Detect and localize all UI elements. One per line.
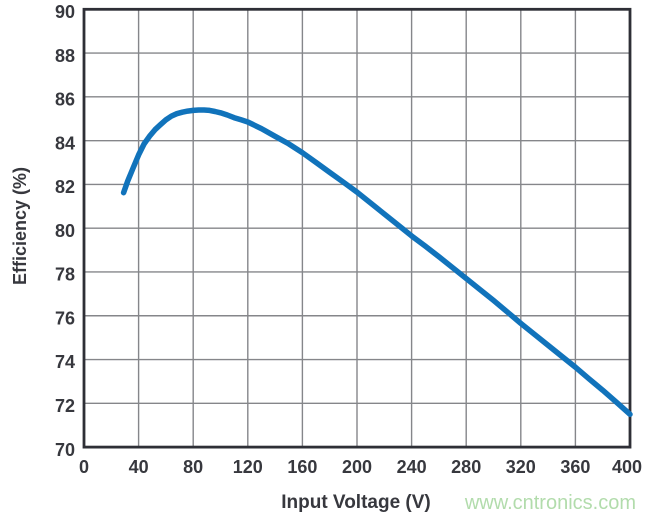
svg-text:88: 88 <box>55 46 75 66</box>
svg-text:80: 80 <box>55 221 75 241</box>
svg-text:200: 200 <box>342 457 372 477</box>
svg-text:40: 40 <box>129 457 149 477</box>
svg-text:90: 90 <box>55 2 75 22</box>
svg-text:76: 76 <box>55 309 75 329</box>
svg-text:320: 320 <box>506 457 536 477</box>
svg-text:82: 82 <box>55 177 75 197</box>
svg-text:74: 74 <box>55 352 75 372</box>
svg-text:Input Voltage (V): Input Voltage (V) <box>281 492 431 513</box>
svg-text:84: 84 <box>55 133 75 153</box>
svg-text:www.cntronics.com: www.cntronics.com <box>464 492 636 514</box>
svg-text:360: 360 <box>560 457 590 477</box>
svg-text:72: 72 <box>55 396 75 416</box>
svg-text:80: 80 <box>183 457 203 477</box>
svg-text:86: 86 <box>55 90 75 110</box>
svg-text:400: 400 <box>612 457 642 477</box>
svg-text:280: 280 <box>451 457 481 477</box>
svg-text:Efficiency (%): Efficiency (%) <box>10 167 30 285</box>
svg-text:70: 70 <box>55 440 75 460</box>
svg-text:120: 120 <box>233 457 263 477</box>
svg-text:240: 240 <box>397 457 427 477</box>
svg-text:160: 160 <box>287 457 317 477</box>
svg-text:78: 78 <box>55 265 75 285</box>
svg-text:0: 0 <box>79 457 89 477</box>
